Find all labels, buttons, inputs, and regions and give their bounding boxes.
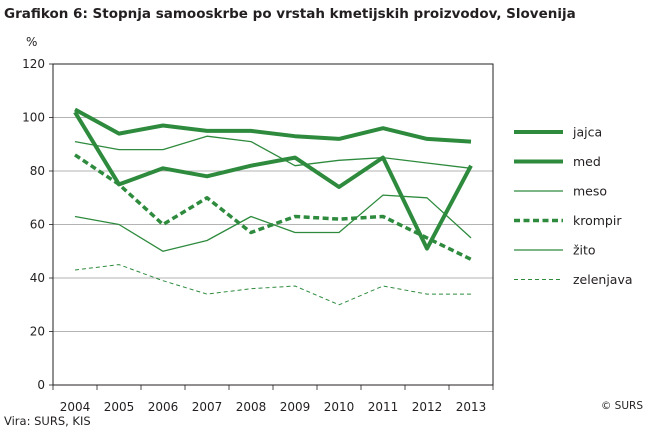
y-tick-label: 60	[30, 218, 45, 232]
y-tick-label: 40	[30, 271, 45, 285]
y-axis-unit: %	[26, 35, 38, 49]
legend-label: meso	[573, 184, 607, 199]
legend-label: med	[573, 154, 601, 169]
x-tick-label: 2005	[104, 400, 135, 414]
series-line-žito	[74, 194, 472, 252]
series-line-meso	[74, 135, 472, 169]
y-tick-label: 80	[30, 164, 45, 178]
copyright-note: © SURS	[600, 400, 643, 412]
x-tick-label: 2004	[60, 400, 91, 414]
y-tick-label: 100	[22, 111, 45, 125]
x-tick-label: 2012	[412, 400, 443, 414]
series-line-zelenjava	[74, 264, 471, 306]
source-note: Vira: SURS, KIS	[4, 414, 91, 428]
x-tick-label: 2013	[456, 400, 487, 414]
series-line-jajca	[74, 107, 472, 144]
x-tick-label: 2008	[236, 400, 267, 414]
legend-label: zelenjava	[573, 272, 633, 287]
legend-label: jajca	[572, 125, 602, 140]
y-tick-label: 120	[22, 57, 45, 71]
x-tick-label: 2010	[324, 400, 355, 414]
plot-frame	[52, 63, 494, 386]
x-tick-label: 2011	[368, 400, 399, 414]
y-tick-label: 0	[37, 378, 45, 392]
legend-label: žito	[573, 243, 596, 258]
x-tick-label: 2007	[192, 400, 223, 414]
legend-label: krompir	[573, 213, 622, 228]
series-line-med	[73, 111, 473, 251]
chart-title: Grafikon 6: Stopnja samooskrbe po vrstah…	[4, 6, 576, 22]
y-tick-label: 20	[30, 325, 45, 339]
x-tick-label: 2006	[148, 400, 179, 414]
x-tick-label: 2009	[280, 400, 311, 414]
series-line-krompir	[74, 153, 472, 261]
